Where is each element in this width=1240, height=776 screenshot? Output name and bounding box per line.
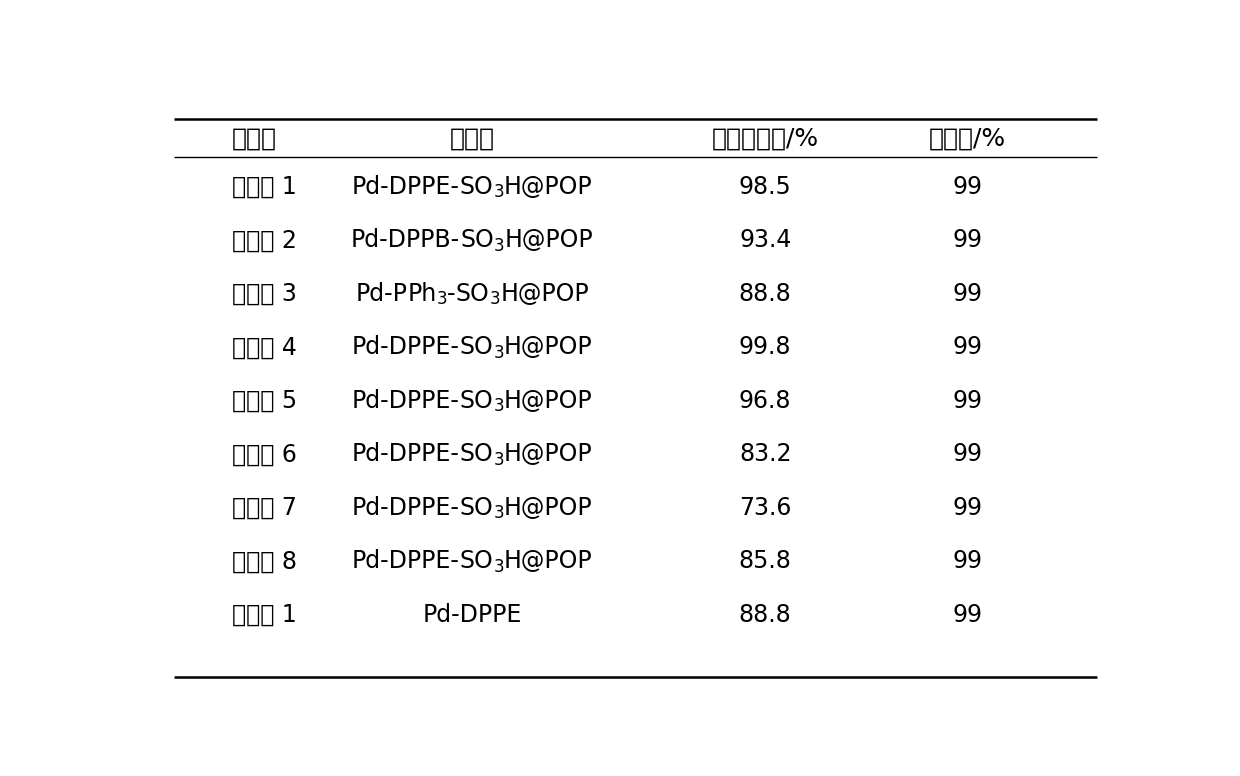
Text: SO: SO <box>460 175 494 199</box>
Text: 实施例 2: 实施例 2 <box>232 228 296 252</box>
Text: SO: SO <box>460 389 494 413</box>
Text: H@POP: H@POP <box>503 496 593 520</box>
Text: 3: 3 <box>494 504 503 522</box>
Text: Pd-DPPE-: Pd-DPPE- <box>352 389 460 413</box>
Text: 实施例 4: 实施例 4 <box>232 335 296 359</box>
Text: SO: SO <box>460 335 494 359</box>
Text: 88.8: 88.8 <box>739 603 791 627</box>
Text: Pd-DPPE-: Pd-DPPE- <box>352 496 460 520</box>
Text: 83.2: 83.2 <box>739 442 791 466</box>
Text: 实施例 5: 实施例 5 <box>232 389 298 413</box>
Text: 99: 99 <box>952 496 982 520</box>
Text: SO: SO <box>460 549 494 573</box>
Text: 93.4: 93.4 <box>739 228 791 252</box>
Text: 99: 99 <box>952 282 982 306</box>
Text: 99: 99 <box>952 549 982 573</box>
Text: Pd-DPPE-: Pd-DPPE- <box>352 442 460 466</box>
Text: -: - <box>448 282 456 306</box>
Text: 选择性/%: 选择性/% <box>929 126 1006 151</box>
Text: Pd-DPPE-: Pd-DPPE- <box>352 549 460 573</box>
Text: 烯烃转化率/%: 烯烃转化率/% <box>712 126 818 151</box>
Text: 实施例: 实施例 <box>232 126 277 151</box>
Text: Pd-DPPE: Pd-DPPE <box>423 603 522 627</box>
Text: H@POP: H@POP <box>503 442 593 466</box>
Text: H@POP: H@POP <box>505 228 593 252</box>
Text: 3: 3 <box>494 558 503 576</box>
Text: H@POP: H@POP <box>503 175 593 199</box>
Text: 99: 99 <box>952 335 982 359</box>
Text: SO: SO <box>460 496 494 520</box>
Text: 3: 3 <box>494 237 505 255</box>
Text: 实施例 7: 实施例 7 <box>232 496 296 520</box>
Text: Pd-DPPE-: Pd-DPPE- <box>352 335 460 359</box>
Text: 实施例 1: 实施例 1 <box>232 175 296 199</box>
Text: SO: SO <box>456 282 490 306</box>
Text: H@POP: H@POP <box>503 389 593 413</box>
Text: 73.6: 73.6 <box>739 496 791 520</box>
Text: H@POP: H@POP <box>503 335 593 359</box>
Text: Pd-DPPE-: Pd-DPPE- <box>352 175 460 199</box>
Text: 3: 3 <box>436 290 448 308</box>
Text: 3: 3 <box>494 397 503 415</box>
Text: 3: 3 <box>494 183 503 201</box>
Text: 3: 3 <box>494 344 503 362</box>
Text: 实施例 6: 实施例 6 <box>232 442 296 466</box>
Text: 实施例 3: 实施例 3 <box>232 282 296 306</box>
Text: 实施例 8: 实施例 8 <box>232 549 296 573</box>
Text: SO: SO <box>460 442 494 466</box>
Text: 催化剂: 催化剂 <box>450 126 495 151</box>
Text: 96.8: 96.8 <box>739 389 791 413</box>
Text: H@POP: H@POP <box>500 282 589 306</box>
Text: 3: 3 <box>490 290 500 308</box>
Text: 99: 99 <box>952 603 982 627</box>
Text: Pd-P: Pd-P <box>356 282 408 306</box>
Text: 99: 99 <box>952 175 982 199</box>
Text: 88.8: 88.8 <box>739 282 791 306</box>
Text: 98.5: 98.5 <box>739 175 791 199</box>
Text: 99.8: 99.8 <box>739 335 791 359</box>
Text: SO: SO <box>460 228 494 252</box>
Text: 99: 99 <box>952 228 982 252</box>
Text: 99: 99 <box>952 442 982 466</box>
Text: 对比例 1: 对比例 1 <box>232 603 296 627</box>
Text: Ph: Ph <box>408 282 436 306</box>
Text: 85.8: 85.8 <box>739 549 791 573</box>
Text: 3: 3 <box>494 451 503 469</box>
Text: H@POP: H@POP <box>503 549 593 573</box>
Text: 99: 99 <box>952 389 982 413</box>
Text: Pd-DPPB-: Pd-DPPB- <box>351 228 460 252</box>
